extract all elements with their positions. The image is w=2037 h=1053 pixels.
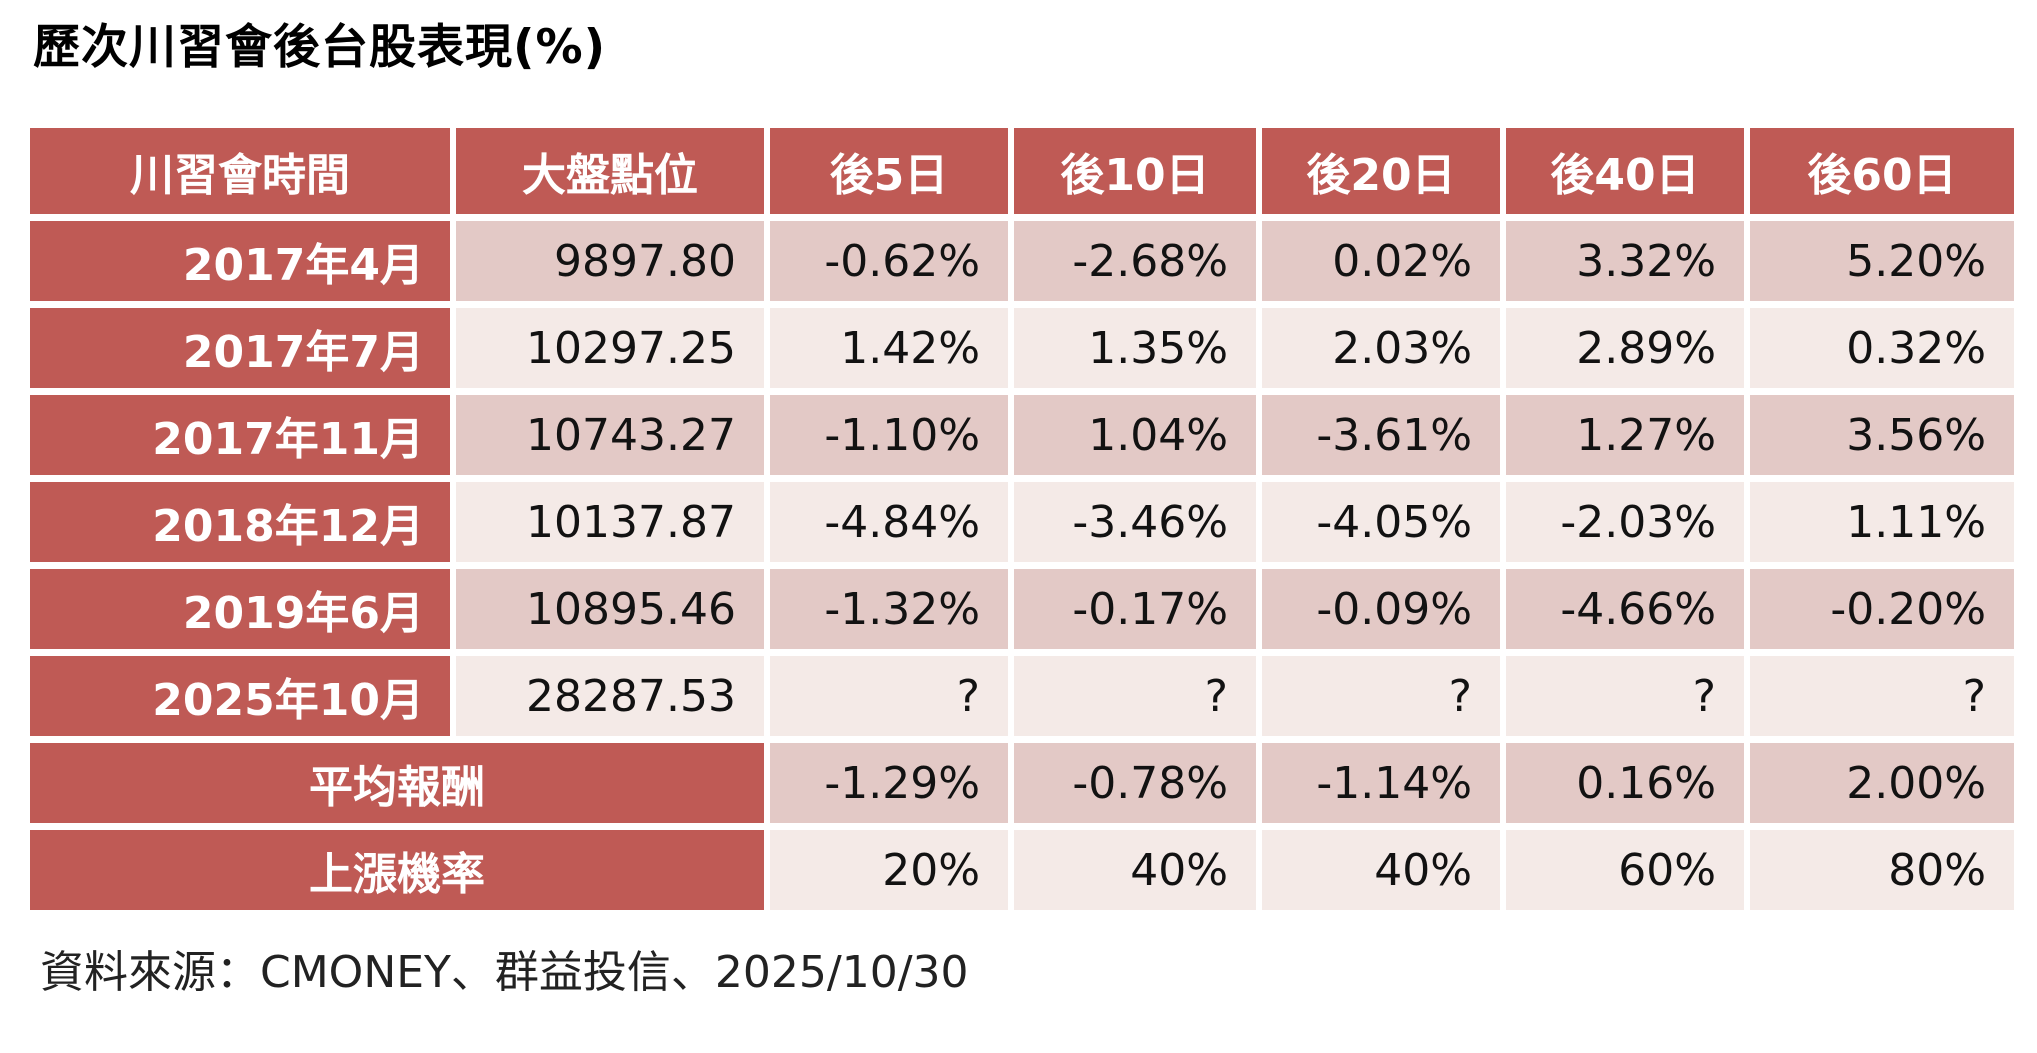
date-cell: 2017年7月 — [30, 308, 450, 388]
value-cell: 1.11% — [1750, 482, 2014, 562]
date-cell: 2018年12月 — [30, 482, 450, 562]
summary-value: 40% — [1262, 830, 1500, 910]
date-cell: 2017年11月 — [30, 395, 450, 475]
value-cell: -0.20% — [1750, 569, 2014, 649]
value-cell: 0.32% — [1750, 308, 2014, 388]
summary-label: 上漲機率 — [30, 830, 764, 910]
value-cell: ? — [770, 656, 1008, 736]
value-cell: -3.46% — [1014, 482, 1256, 562]
value-cell: 0.02% — [1262, 221, 1500, 301]
col-header-meeting-time: 川習會時間 — [30, 128, 450, 214]
summary-value: -0.78% — [1014, 743, 1256, 823]
value-cell: 28287.53 — [456, 656, 764, 736]
value-cell: 3.32% — [1506, 221, 1744, 301]
value-cell: -0.17% — [1014, 569, 1256, 649]
value-cell: -3.61% — [1262, 395, 1500, 475]
date-cell: 2025年10月 — [30, 656, 450, 736]
summary-value: 40% — [1014, 830, 1256, 910]
value-cell: ? — [1262, 656, 1500, 736]
value-cell: -0.62% — [770, 221, 1008, 301]
date-cell: 2019年6月 — [30, 569, 450, 649]
value-cell: ? — [1506, 656, 1744, 736]
col-header-index-level: 大盤點位 — [456, 128, 764, 214]
value-cell: 10895.46 — [456, 569, 764, 649]
summary-value: -1.29% — [770, 743, 1008, 823]
summary-value: 20% — [770, 830, 1008, 910]
source-note: 資料來源：CMONEY、群益投信、2025/10/30 — [40, 947, 969, 998]
page-title: 歷次川習會後台股表現(%) — [33, 20, 607, 75]
value-cell: -2.03% — [1506, 482, 1744, 562]
summary-label: 平均報酬 — [30, 743, 764, 823]
col-header-after-40d: 後40日 — [1506, 128, 1744, 214]
summary-value: 0.16% — [1506, 743, 1744, 823]
col-header-after-5d: 後5日 — [770, 128, 1008, 214]
value-cell: -1.32% — [770, 569, 1008, 649]
performance-table: 川習會時間 大盤點位 後5日 後10日 後20日 後40日 後60日 2017年… — [30, 128, 2014, 910]
value-cell: 9897.80 — [456, 221, 764, 301]
value-cell: -4.84% — [770, 482, 1008, 562]
summary-value: 2.00% — [1750, 743, 2014, 823]
value-cell: 10297.25 — [456, 308, 764, 388]
value-cell: 1.27% — [1506, 395, 1744, 475]
summary-value: -1.14% — [1262, 743, 1500, 823]
value-cell: ? — [1014, 656, 1256, 736]
value-cell: -1.10% — [770, 395, 1008, 475]
value-cell: 10137.87 — [456, 482, 764, 562]
col-header-after-60d: 後60日 — [1750, 128, 2014, 214]
value-cell: ? — [1750, 656, 2014, 736]
value-cell: 2.03% — [1262, 308, 1500, 388]
summary-value: 60% — [1506, 830, 1744, 910]
value-cell: 10743.27 — [456, 395, 764, 475]
summary-value: 80% — [1750, 830, 2014, 910]
value-cell: -2.68% — [1014, 221, 1256, 301]
value-cell: -0.09% — [1262, 569, 1500, 649]
col-header-after-10d: 後10日 — [1014, 128, 1256, 214]
value-cell: 1.42% — [770, 308, 1008, 388]
col-header-after-20d: 後20日 — [1262, 128, 1500, 214]
value-cell: 5.20% — [1750, 221, 2014, 301]
value-cell: 2.89% — [1506, 308, 1744, 388]
date-cell: 2017年4月 — [30, 221, 450, 301]
value-cell: 3.56% — [1750, 395, 2014, 475]
value-cell: -4.66% — [1506, 569, 1744, 649]
value-cell: 1.35% — [1014, 308, 1256, 388]
value-cell: -4.05% — [1262, 482, 1500, 562]
value-cell: 1.04% — [1014, 395, 1256, 475]
